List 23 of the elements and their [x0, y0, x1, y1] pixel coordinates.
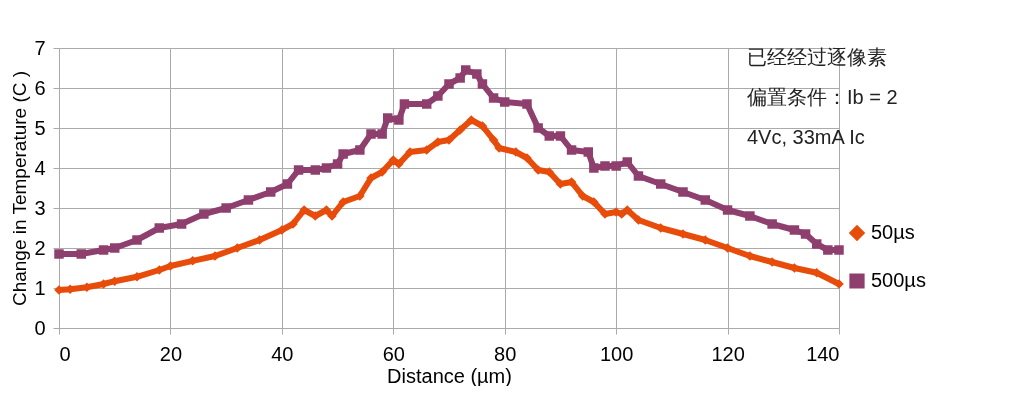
x-axis-title: Distance (µm) [387, 364, 512, 387]
y-tick-label: 1 [34, 276, 46, 299]
x-tick-label: 60 [382, 342, 405, 365]
y-tick-label: 5 [34, 116, 46, 139]
x-tick-label: 80 [494, 342, 517, 365]
y-tick-label: 6 [34, 76, 46, 99]
x-tick-label: 100 [599, 342, 634, 365]
y-axis-title: Change in Temperature (C ) [9, 70, 31, 307]
legend-label: 50µs [871, 221, 915, 243]
x-tick-label: 0 [59, 342, 71, 365]
x-tick-label: 20 [159, 342, 183, 365]
x-tick-label: 40 [271, 342, 294, 365]
annotation: 4Vc, 33mA Ic [747, 126, 865, 148]
annotation: 已经经过逐像素 [747, 46, 887, 68]
legend-label: 500µs [871, 269, 926, 291]
y-tick-label: 3 [34, 196, 46, 219]
y-tick-label: 0 [34, 316, 46, 339]
y-tick-label: 2 [34, 236, 46, 259]
y-tick-label: 7 [34, 36, 46, 59]
y-tick-label: 4 [34, 156, 46, 179]
x-tick-label: 120 [711, 342, 745, 365]
x-tick-label: 140 [806, 342, 840, 365]
annotation: 偏置条件：Ib = 2 [747, 86, 898, 108]
